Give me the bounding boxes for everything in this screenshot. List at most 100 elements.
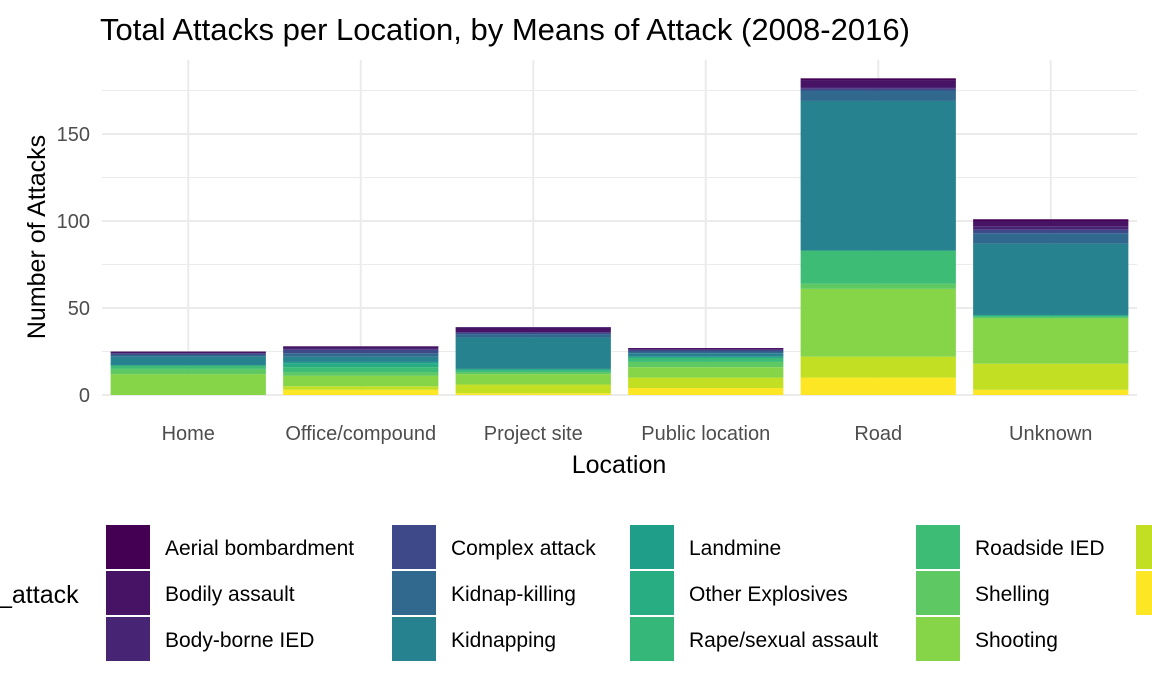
- bar-segment: [455, 393, 611, 395]
- legend-swatch: [392, 571, 436, 615]
- bar-segment: [800, 377, 956, 395]
- bar-segment: [283, 356, 439, 362]
- x-tick-label: Office/compound: [285, 423, 436, 445]
- bar-segment: [455, 384, 611, 394]
- bar-segment: [973, 389, 1129, 395]
- bar-segment: [110, 374, 266, 395]
- bar-segment: [628, 356, 784, 359]
- bar-segment: [110, 356, 266, 366]
- bar-segment: [628, 367, 784, 378]
- bar-segment: [283, 361, 439, 364]
- bar-segment: [800, 100, 956, 251]
- bar-segment: [110, 353, 266, 355]
- bar-segment: [283, 375, 439, 387]
- bar-segment: [800, 250, 956, 284]
- bar-segment: [973, 219, 1129, 221]
- bar-segment: [628, 361, 784, 368]
- bar-segment: [800, 80, 956, 88]
- bar-segment: [800, 88, 956, 91]
- bar-segment: [628, 353, 784, 357]
- bar-segment: [628, 348, 784, 350]
- legend-swatch: [916, 571, 960, 615]
- x-tick-label: Unknown: [1009, 423, 1092, 445]
- y-tick-label: 0: [79, 385, 90, 407]
- legend-label: Shelling: [975, 583, 1050, 606]
- bar-segment: [455, 337, 611, 369]
- bar-segment: [973, 318, 1129, 364]
- bar-segment: [628, 388, 784, 395]
- bar-segment: [283, 386, 439, 390]
- y-tick-label: 50: [68, 298, 90, 320]
- x-tick-label: Project site: [484, 423, 583, 445]
- bar-segment: [800, 78, 956, 81]
- x-tick-label: Public location: [641, 423, 770, 445]
- legend-label: Roadside IED: [975, 537, 1105, 560]
- legend-title: _attack: [0, 581, 79, 609]
- bar-segment: [283, 389, 439, 395]
- legend-swatch: [106, 617, 150, 661]
- legend-swatch: [630, 571, 674, 615]
- legend-label: Landmine: [689, 537, 781, 560]
- bar-segment: [283, 348, 439, 350]
- legend-label: Rape/sexual assault: [689, 629, 878, 652]
- x-tick-label: Road: [854, 423, 902, 445]
- bar-segment: [110, 351, 266, 354]
- legend-swatch: [106, 571, 150, 615]
- bar-segment: [283, 349, 439, 354]
- legend-label: Other Explosives: [689, 583, 848, 606]
- y-axis-title: Number of Attacks: [23, 135, 51, 339]
- bar-segment: [800, 288, 956, 357]
- bar-segment: [800, 356, 956, 378]
- x-axis-title: Location: [572, 451, 667, 479]
- bar-segment: [455, 332, 611, 335]
- bar-segment: [110, 354, 266, 357]
- bar-segment: [455, 370, 611, 373]
- bar-segment: [455, 372, 611, 375]
- bar-segment: [628, 358, 784, 362]
- legend-swatch: [916, 617, 960, 661]
- bar-segment: [800, 87, 956, 89]
- bar-segment: [800, 90, 956, 101]
- legend-swatch: [916, 525, 960, 569]
- chart-title: Total Attacks per Location, by Means of …: [100, 12, 910, 47]
- bar-segment: [800, 283, 956, 289]
- bar-segment: [283, 353, 439, 357]
- x-axis-ticks: Home Office/compound Project site Public lo…: [162, 423, 1093, 445]
- y-tick-label: 150: [57, 124, 90, 146]
- legend-label: Bodily assault: [165, 583, 295, 606]
- y-axis-ticks: 0 50 100 150: [57, 124, 90, 407]
- legend-swatch: [1136, 525, 1152, 569]
- bar-segment: [628, 349, 784, 352]
- bar-segment: [973, 221, 1129, 227]
- bar-segment: [455, 374, 611, 385]
- legend-label: Aerial bombardment: [165, 537, 354, 560]
- y-tick-label: 100: [57, 211, 90, 233]
- bar-segment: [455, 327, 611, 333]
- bar-segment: [110, 365, 266, 369]
- bar-segment: [973, 229, 1129, 234]
- bar-segment: [628, 351, 784, 354]
- legend-label: Kidnapping: [451, 629, 556, 652]
- bar-segment: [973, 243, 1129, 315]
- bar-segment: [973, 233, 1129, 244]
- x-tick-label: Home: [162, 423, 215, 445]
- legend-swatch: [392, 617, 436, 661]
- bar-segment: [973, 226, 1129, 230]
- bar-segment: [973, 363, 1129, 390]
- legend-swatch: [392, 525, 436, 569]
- legend-swatch: [630, 525, 674, 569]
- legend: Aerial bombardment Bodily assault Body-bor…: [106, 525, 1152, 661]
- legend-label: Shooting: [975, 629, 1058, 652]
- bar-segment: [628, 377, 784, 389]
- legend-swatch: [106, 525, 150, 569]
- bars: [110, 78, 1129, 395]
- bar-segment: [283, 346, 439, 349]
- legend-label: Body-borne IED: [165, 629, 314, 652]
- bar-segment: [455, 368, 611, 371]
- legend-label: Kidnap-killing: [451, 583, 576, 606]
- bar-segment: [283, 372, 439, 376]
- legend-swatch: [1136, 571, 1152, 615]
- bar-segment: [973, 314, 1129, 317]
- bar-segment: [973, 316, 1129, 319]
